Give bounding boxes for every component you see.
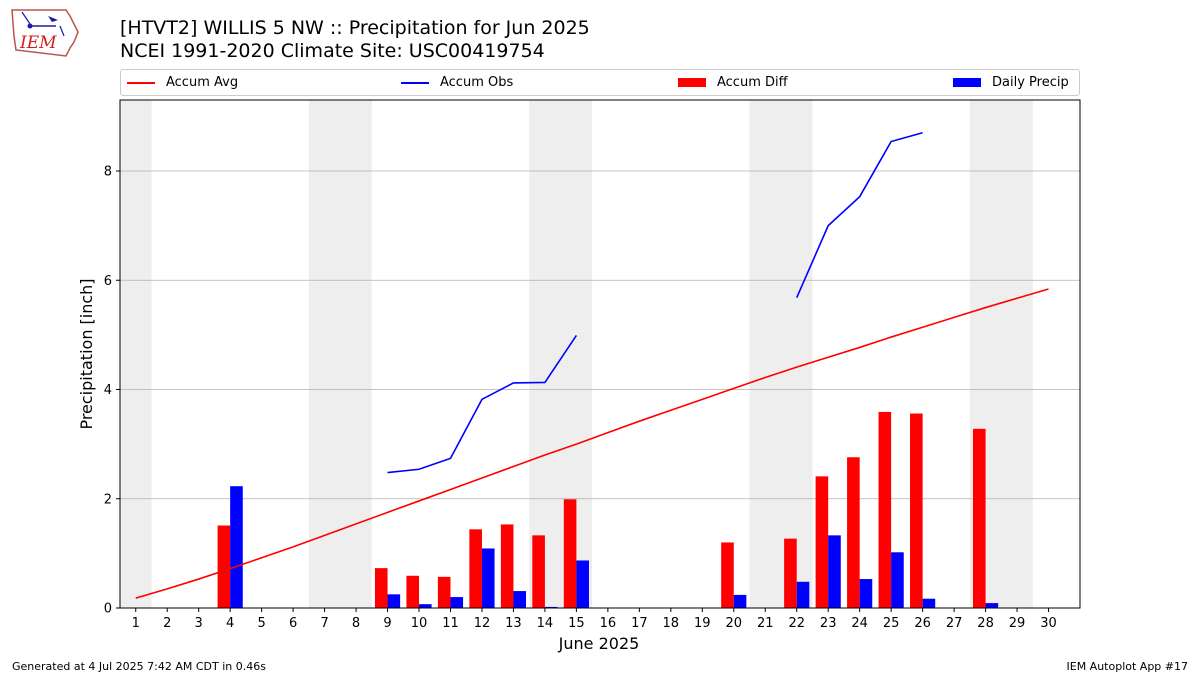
accum-diff-bar <box>972 428 986 608</box>
x-tick-label: 4 <box>226 616 234 631</box>
weekend-band <box>749 100 813 608</box>
daily-precip-bar <box>859 579 873 608</box>
x-tick-label: 29 <box>1009 616 1026 631</box>
accum-diff-bar <box>563 499 577 608</box>
x-tick-label: 15 <box>568 616 585 631</box>
accum-obs-line <box>387 334 578 474</box>
legend-swatch-daily-precip <box>953 78 981 87</box>
x-tick-label: 25 <box>883 616 900 631</box>
daily-precip-bar <box>513 591 527 608</box>
accum-avg-line <box>135 288 1049 599</box>
chart-title: [HTVT2] WILLIS 5 NW :: Precipitation for… <box>120 17 590 63</box>
daily-precip-bar <box>230 486 243 608</box>
footer-generated: Generated at 4 Jul 2025 7:42 AM CDT in 0… <box>12 660 266 673</box>
x-tick-label: 18 <box>663 616 680 631</box>
legend-item-daily-precip: Daily Precip <box>953 70 1069 95</box>
x-tick-label: 19 <box>694 616 711 631</box>
logo-text: IEM <box>19 33 57 53</box>
accum-diff-bar <box>847 457 860 608</box>
daily-precip-bar <box>481 548 495 608</box>
iem-iowa-logo-icon: IEM <box>11 9 79 57</box>
x-axis-label: June 2025 <box>558 634 640 653</box>
daily-precip-bar <box>733 594 747 608</box>
y-tick-label: 0 <box>104 602 112 617</box>
daily-precip-bar <box>450 597 464 608</box>
accum-diff-bar <box>217 525 231 608</box>
legend-label-accum-avg: Accum Avg <box>166 75 239 90</box>
x-tick-label: 22 <box>788 616 805 631</box>
accum-diff-bar <box>406 575 420 608</box>
accum-diff-bar <box>815 476 829 608</box>
y-tick-label: 4 <box>104 383 112 398</box>
x-tick-label: 14 <box>537 616 554 631</box>
daily-precip-bar <box>891 552 904 608</box>
iem-logo: IEM <box>8 6 80 58</box>
x-tick-label: 13 <box>505 616 522 631</box>
weekend-band <box>529 100 593 608</box>
y-axis-label: Precipitation [inch] <box>77 278 96 429</box>
accum-diff-bar <box>437 576 451 608</box>
accum-diff-bar <box>532 535 545 608</box>
x-tick-label: 2 <box>163 616 171 631</box>
x-tick-label: 1 <box>132 616 140 631</box>
plot-frame <box>119 99 1081 609</box>
x-tick-label: 12 <box>474 616 491 631</box>
accum-diff-bar <box>910 413 923 608</box>
accum-diff-bar <box>374 568 388 608</box>
y-tick-label: 8 <box>104 165 112 180</box>
y-tick-label: 6 <box>104 274 112 289</box>
legend-swatch-accum-diff <box>678 78 706 87</box>
x-tick-label: 5 <box>257 616 265 631</box>
x-tick-label: 11 <box>442 616 459 631</box>
accum-diff-bar <box>500 524 514 608</box>
accum-diff-bar <box>784 538 797 608</box>
x-tick-label: 20 <box>725 616 742 631</box>
x-tick-label: 10 <box>411 616 428 631</box>
legend-label-accum-diff: Accum Diff <box>717 75 788 90</box>
daily-precip-bar <box>985 603 999 608</box>
x-tick-label: 24 <box>851 616 868 631</box>
x-tick-label: 6 <box>289 616 297 631</box>
legend-swatch-accum-avg <box>127 81 155 84</box>
x-tick-label: 17 <box>631 616 648 631</box>
daily-precip-bar <box>922 598 936 608</box>
x-tick-label: 27 <box>946 616 963 631</box>
y-tick-label: 2 <box>104 492 112 507</box>
x-tick-label: 21 <box>757 616 774 631</box>
x-tick-label: 8 <box>352 616 360 631</box>
chart-legend: Accum Avg Accum Obs Accum Diff Daily Pre… <box>120 69 1080 96</box>
legend-item-accum-avg: Accum Avg <box>127 70 238 95</box>
daily-precip-bar <box>544 606 558 608</box>
daily-precip-bar <box>828 535 841 608</box>
legend-swatch-accum-obs <box>401 81 429 84</box>
legend-item-accum-diff: Accum Diff <box>678 70 788 95</box>
x-tick-label: 26 <box>914 616 931 631</box>
legend-label-accum-obs: Accum Obs <box>440 75 514 90</box>
x-tick-label: 9 <box>383 616 391 631</box>
x-tick-label: 23 <box>820 616 837 631</box>
daily-precip-bar <box>387 594 401 608</box>
x-tick-label: 3 <box>195 616 203 631</box>
x-tick-label: 30 <box>1040 616 1057 631</box>
x-tick-label: 28 <box>977 616 994 631</box>
chart-title-line1: [HTVT2] WILLIS 5 NW :: Precipitation for… <box>120 17 590 39</box>
daily-precip-bar <box>796 581 810 608</box>
accum-diff-bar <box>469 529 482 608</box>
accum-obs-line <box>795 132 923 299</box>
weekend-band <box>308 100 372 608</box>
accum-diff-bar <box>721 542 734 608</box>
daily-precip-bar <box>576 560 589 608</box>
weekend-band <box>120 100 152 608</box>
legend-item-accum-obs: Accum Obs <box>401 70 513 95</box>
legend-label-daily-precip: Daily Precip <box>992 75 1069 90</box>
accum-diff-bar <box>878 411 892 608</box>
x-tick-label: 16 <box>600 616 617 631</box>
daily-precip-bar <box>419 604 432 608</box>
x-tick-label: 7 <box>320 616 328 631</box>
footer-app: IEM Autoplot App #17 <box>1066 660 1189 673</box>
chart-title-line2: NCEI 1991-2020 Climate Site: USC00419754 <box>120 40 545 62</box>
